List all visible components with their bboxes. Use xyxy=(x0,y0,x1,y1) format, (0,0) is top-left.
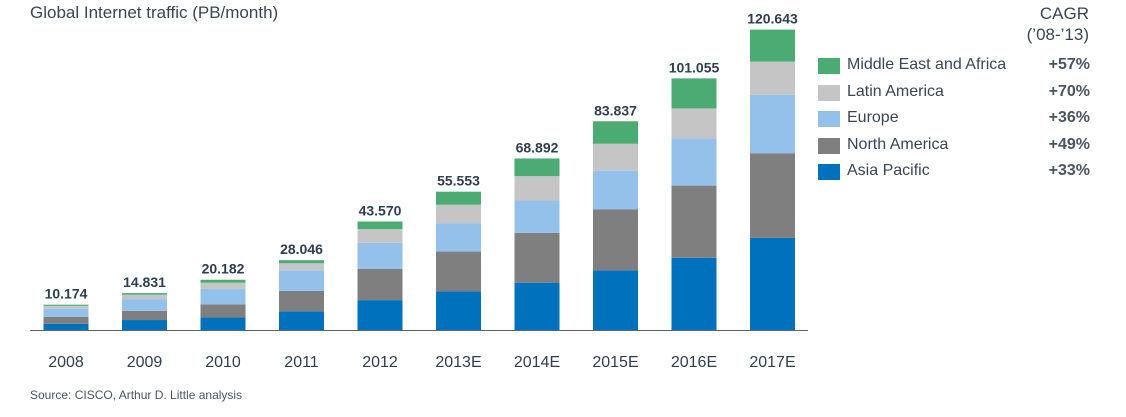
bar-segment xyxy=(514,158,560,177)
legend-label: Middle East and Africa xyxy=(847,56,1007,73)
x-tick-label: 2011 xyxy=(284,354,319,371)
legend-label: Latin America xyxy=(847,82,944,100)
cagr-header: CAGR (’08-’13) xyxy=(1027,3,1089,45)
chart-title: Global Internet traffic (PB/month) xyxy=(30,3,279,22)
legend-label: Asia Pacific xyxy=(847,162,930,179)
bar-segment xyxy=(279,290,324,312)
bar-segment xyxy=(122,293,167,295)
cagr-period: (’08-’13) xyxy=(1026,25,1089,44)
bar-segment xyxy=(671,257,717,330)
bar-segment xyxy=(514,232,560,283)
bar-segment xyxy=(200,279,246,283)
bar-segment xyxy=(514,176,560,201)
bar-total-label: 14.831 xyxy=(123,274,166,290)
bar-segment xyxy=(279,260,324,264)
bar-segment xyxy=(122,299,167,311)
bar-segment xyxy=(200,288,246,305)
bar-segment xyxy=(357,229,403,243)
bar-segment xyxy=(436,291,481,330)
bar-segment xyxy=(436,251,481,292)
x-tick-label: 2015E xyxy=(592,354,638,371)
bar-segment xyxy=(593,209,638,271)
legend-cagr-value: +33% xyxy=(1048,162,1090,179)
bar-total-label: 10.174 xyxy=(45,286,88,302)
legend-cagr-value: +57% xyxy=(1048,56,1090,73)
x-tick-label: 2017E xyxy=(749,354,795,371)
legend-swatch xyxy=(818,58,840,74)
legend-swatch xyxy=(818,111,840,127)
bar-segment xyxy=(43,316,89,324)
bar-segment xyxy=(43,305,89,309)
bar-segment xyxy=(357,300,403,330)
bar-segment xyxy=(750,237,795,330)
x-tick-label: 2014E xyxy=(514,354,560,371)
bar-segment xyxy=(279,270,324,291)
legend-item: North America +49% xyxy=(818,136,1090,163)
bar-total-label: 20.182 xyxy=(202,261,245,277)
x-tick-label: 2010 xyxy=(205,354,241,371)
bar-segment xyxy=(279,263,324,271)
legend: Middle East and Africa +57% Latin America +… xyxy=(818,56,1090,189)
bar-total-label: 68.892 xyxy=(516,139,559,155)
legend-item: Latin America +70% xyxy=(818,83,1090,110)
x-tick-label: 2008 xyxy=(48,354,84,371)
legend-label: Europe xyxy=(847,109,899,126)
bar-segment xyxy=(593,143,638,171)
bar-segment xyxy=(436,191,481,205)
bar-segment xyxy=(357,268,403,301)
bar-total-label: 43.570 xyxy=(359,203,402,219)
bar-segment xyxy=(43,323,89,330)
bar-segment xyxy=(200,317,246,330)
bar-segment xyxy=(200,304,246,318)
bar-segment xyxy=(514,200,560,233)
bar-segment xyxy=(200,282,246,289)
bar-segment xyxy=(436,223,481,252)
x-tick-label: 2013E xyxy=(435,354,481,371)
bar-total-label: 101.055 xyxy=(669,59,720,75)
bar-segment xyxy=(357,242,403,269)
cagr-title: CAGR xyxy=(1039,4,1089,23)
bar-segment xyxy=(593,270,638,330)
bar-segment xyxy=(436,204,481,224)
bar-segment xyxy=(750,153,795,238)
bar-segment xyxy=(43,304,89,306)
bar-segment xyxy=(671,185,717,258)
bar-segment xyxy=(279,311,324,330)
bar-segment xyxy=(122,320,167,330)
bar-segment xyxy=(750,61,795,95)
bar-segment xyxy=(43,308,89,317)
x-tick-label: 2016E xyxy=(671,354,717,371)
bar-segment xyxy=(593,170,638,210)
bar-segment xyxy=(750,29,795,62)
legend-cagr-value: +70% xyxy=(1048,82,1090,100)
bar-segment xyxy=(357,221,403,230)
bar-segment xyxy=(671,138,717,186)
legend-swatch xyxy=(818,84,840,101)
bar-segment xyxy=(122,294,167,300)
x-tick-label: 2009 xyxy=(127,354,163,371)
legend-cagr-value: +49% xyxy=(1048,135,1090,153)
bar-total-label: 28.046 xyxy=(280,241,323,257)
bar-segment xyxy=(671,108,717,139)
legend-swatch xyxy=(818,164,840,180)
bar-segment xyxy=(671,78,717,109)
bar-total-label: 120.643 xyxy=(747,11,798,27)
bar-total-label: 83.837 xyxy=(594,102,637,118)
legend-label: North America xyxy=(847,135,949,153)
legend-cagr-value: +36% xyxy=(1048,109,1090,126)
bar-segment xyxy=(122,310,167,321)
legend-item: Europe +36% xyxy=(818,109,1090,136)
bar-segment xyxy=(750,94,795,154)
x-tick-label: 2012 xyxy=(362,354,398,371)
bar-segment xyxy=(593,121,638,144)
legend-item: Middle East and Africa +57% xyxy=(818,56,1090,83)
bar-total-label: 55.553 xyxy=(437,173,480,189)
source-note: Source: CISCO, Arthur D. Little analysis xyxy=(30,388,243,402)
legend-swatch xyxy=(818,137,840,154)
bar-segment xyxy=(514,282,560,330)
legend-item: Asia Pacific +33% xyxy=(818,162,1090,189)
